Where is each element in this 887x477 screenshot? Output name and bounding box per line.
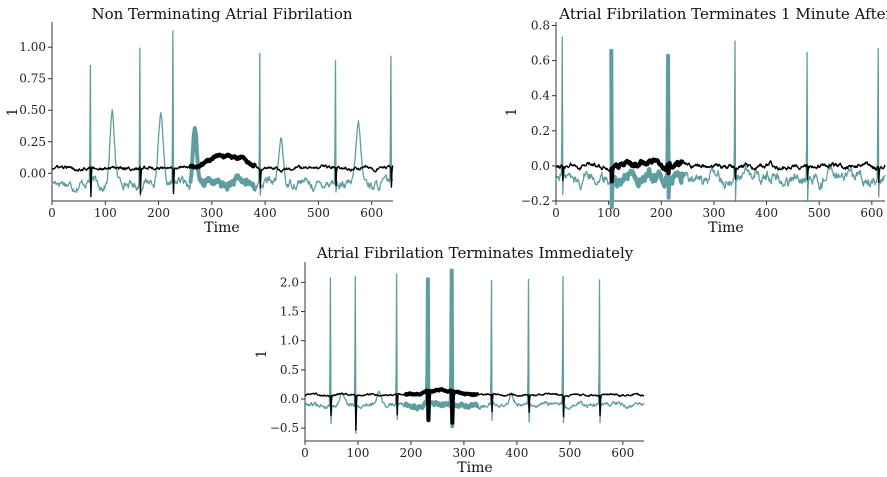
y-tick-label: 0.0 [531, 159, 550, 173]
y-axis-label: 1 [5, 108, 21, 117]
y-tick-label: 0.6 [531, 54, 550, 68]
x-tick-label: 500 [558, 446, 581, 460]
x-tick-label: 0 [301, 446, 309, 460]
x-tick-label: 0 [552, 206, 560, 220]
axis-spines [51, 22, 393, 202]
highlight-segment-black [403, 387, 480, 425]
y-tick-label: 2.0 [280, 275, 299, 289]
y-tick-label: 0.5 [280, 363, 299, 377]
x-tick-label: 300 [452, 446, 475, 460]
y-tick-label: 0.2 [531, 124, 550, 138]
chart-title: Non Terminating Atrial Fibrilation [91, 5, 352, 23]
panel-non-terminating: Non Terminating Atrial Fibrilation 1 Tim… [5, 5, 394, 236]
x-tick-label: 500 [808, 206, 831, 220]
x-tick-label: 400 [505, 446, 528, 460]
y-tick-label: 0.50 [19, 103, 46, 117]
x-tick-label: 200 [399, 446, 422, 460]
x-tick-label: 600 [360, 206, 383, 220]
plot-area: 0 100 200 300 400 500 600 −0.2 0.0 0.2 0.4 0.6 0.8 [521, 19, 886, 220]
x-tick-label: 300 [702, 206, 725, 220]
panel-terminates-1-minute: Atrial Fibrilation Terminates 1 Minute A… [504, 5, 887, 236]
y-tick-label: 1.0 [280, 334, 299, 348]
y-tick-label: 1.00 [19, 40, 46, 54]
x-tick-label: 400 [254, 206, 277, 220]
highlight-segment-black [188, 152, 257, 170]
y-tick-label: 0.8 [531, 19, 550, 33]
x-tick-label: 100 [347, 446, 370, 460]
axis-spines [555, 22, 885, 202]
highlight-segment-teal [188, 126, 257, 192]
y-axis-label: 1 [504, 108, 520, 117]
series-line-teal [51, 30, 394, 197]
x-tick-label: 200 [650, 206, 673, 220]
y-tick-label: −0.2 [521, 194, 550, 208]
plot-area: 0 100 200 300 400 500 600 0.00 0.25 0.50 0.75 1.00 [19, 22, 394, 220]
chart-title: Atrial Fibrilation Terminates 1 Minute A… [558, 5, 887, 23]
x-tick-label: 100 [94, 206, 117, 220]
y-axis-label: 1 [254, 350, 270, 359]
plot-area: 0 100 200 300 400 500 600 −0.5 0.0 0.5 1.0 1.5 2.0 [270, 262, 645, 460]
x-axis-label: Time [457, 460, 492, 476]
x-tick-label: 200 [147, 206, 170, 220]
y-tick-label: 0.75 [19, 72, 46, 86]
y-tick-label: −0.5 [270, 421, 299, 435]
highlight-segment-teal [403, 268, 480, 429]
x-tick-label: 300 [200, 206, 223, 220]
x-tick-label: 400 [755, 206, 778, 220]
y-tick-label: 0.4 [531, 89, 550, 103]
series-line-teal [555, 36, 886, 209]
x-tick-label: 100 [597, 206, 620, 220]
x-axis-label: Time [204, 220, 239, 236]
x-tick-label: 0 [48, 206, 56, 220]
y-tick-label: 0.25 [19, 135, 46, 149]
y-tick-label: 0.00 [19, 166, 46, 180]
x-axis-label: Time [708, 220, 743, 236]
y-tick-label: 1.5 [280, 305, 299, 319]
y-tick-label: 0.0 [280, 392, 299, 406]
highlight-segment-teal [609, 48, 685, 210]
x-tick-label: 600 [611, 446, 634, 460]
highlight-segment-black [609, 157, 685, 184]
x-tick-label: 500 [307, 206, 330, 220]
panel-terminates-immediately: Atrial Fibrilation Terminates Immediatel… [254, 244, 645, 476]
chart-title: Atrial Fibrilation Terminates Immediatel… [316, 244, 634, 262]
x-tick-label: 600 [860, 206, 883, 220]
